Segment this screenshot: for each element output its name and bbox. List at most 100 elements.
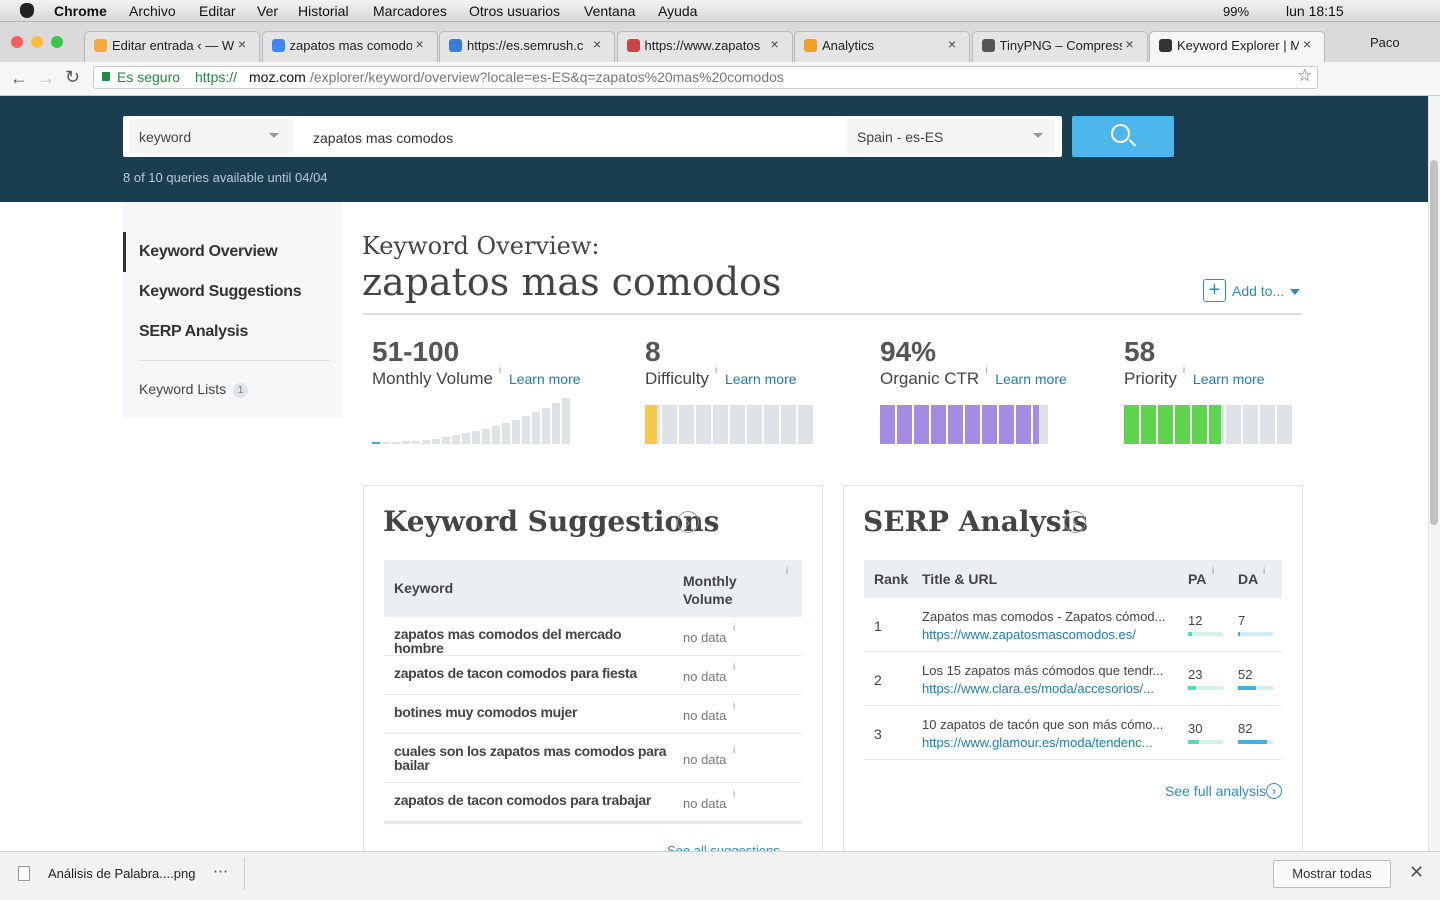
column-header: Keyword <box>394 580 454 596</box>
tab-title: Editar entrada ‹ — W <box>112 38 234 53</box>
suggestions-header-row <box>384 560 802 617</box>
info-circle[interactable]: › <box>1064 511 1086 533</box>
row-divider <box>384 782 802 783</box>
serp-title: Los 15 zapatos más cómodos que tendr... <box>922 663 1164 678</box>
serp-pa: 30 <box>1188 721 1203 736</box>
sparkline-bar <box>372 442 380 444</box>
sparkline-bar <box>552 402 560 444</box>
meter-segment <box>781 405 796 444</box>
suggestion-volume: no data <box>683 795 727 811</box>
menu-item[interactable]: Ventana <box>584 3 636 19</box>
column-header: Rank <box>874 571 909 587</box>
sidebar-active-marker <box>123 232 126 272</box>
suggestions-title: Keyword Suggestions <box>383 505 720 538</box>
serp-pa: 23 <box>1188 667 1203 682</box>
sparkline-bar <box>502 422 510 444</box>
query-input[interactable]: zapatos mas comodos <box>313 130 454 146</box>
info-circle[interactable]: › <box>677 511 699 533</box>
tab-close[interactable]: × <box>1303 36 1312 52</box>
sidebar-item[interactable]: SERP Analysis <box>139 323 249 340</box>
meter-segment <box>1243 405 1258 444</box>
close-download-bar[interactable]: ✕ <box>1409 862 1425 882</box>
suggestion-keyword[interactable]: zapatos de tacon comodos para trabajar <box>394 792 652 808</box>
type-select[interactable] <box>129 119 293 153</box>
menu-item[interactable]: Editar <box>199 3 236 19</box>
type-value: keyword <box>139 129 192 145</box>
serp-rank: 1 <box>874 618 882 634</box>
bookmark-star[interactable]: ☆ <box>1297 66 1313 85</box>
menu-item[interactable]: Ayuda <box>658 3 698 19</box>
suggestion-keyword[interactable]: cuales son los zapatos mas comodos para … <box>394 743 667 773</box>
menu-item[interactable]: Archivo <box>129 3 176 19</box>
sidebar-item[interactable]: Keyword Overview <box>139 243 278 260</box>
info-icon: i <box>714 365 718 376</box>
sidebar-item[interactable]: Keyword Suggestions <box>139 283 302 300</box>
window-min[interactable] <box>31 36 43 48</box>
window-max[interactable] <box>51 36 63 48</box>
url-scheme: https:// <box>195 69 238 85</box>
learn-more[interactable]: Learn more <box>724 371 797 387</box>
lists-count: 1 <box>233 383 248 398</box>
sparkline-bar <box>452 435 460 444</box>
apple-icon[interactable] <box>20 3 34 18</box>
serp-more[interactable]: See full analysis <box>1165 783 1267 799</box>
suggestion-keyword[interactable]: zapatos mas comodos del mercado hombre <box>394 626 622 656</box>
pa-track <box>1188 632 1223 636</box>
tab[interactable] <box>1149 31 1325 62</box>
address-bar[interactable] <box>93 66 1318 89</box>
tab[interactable] <box>794 31 970 62</box>
tab[interactable] <box>84 31 260 62</box>
column-header: Monthly Volume <box>683 573 737 607</box>
tab-close[interactable]: × <box>238 36 247 52</box>
show-all-button[interactable]: Mostrar todas <box>1273 860 1391 888</box>
tab[interactable] <box>616 31 793 62</box>
suggestion-keyword[interactable]: zapatos de tacon comodos para fiesta <box>394 665 637 681</box>
add-icon[interactable]: + <box>1203 279 1226 302</box>
quota-text: 8 of 10 queries available until 04/04 <box>123 170 328 185</box>
serp-url[interactable]: https://www.clara.es/moda/accesorios/... <box>922 681 1154 696</box>
window-close[interactable] <box>11 36 23 48</box>
reload-button[interactable]: ↻ <box>65 67 81 87</box>
meter-fill <box>1158 405 1173 444</box>
learn-more[interactable]: Learn more <box>995 371 1067 387</box>
sparkline-bar <box>392 441 400 444</box>
locale-select[interactable] <box>847 119 1055 153</box>
column-header: DA <box>1238 571 1259 587</box>
tab-close[interactable]: × <box>1125 36 1134 52</box>
meter-fill <box>880 405 895 444</box>
tab-close[interactable]: × <box>415 36 424 52</box>
serp-url[interactable]: https://www.zapatosmascomodos.es/ <box>922 627 1136 642</box>
scroll-thumb[interactable] <box>1430 160 1438 525</box>
menubar-app[interactable]: Chrome <box>54 3 107 19</box>
sidebar-lists[interactable]: Keyword Lists <box>139 381 227 397</box>
back-button[interactable]: ← <box>10 68 28 88</box>
menu-item[interactable]: Ver <box>257 3 279 19</box>
download-menu[interactable]: ⋯ <box>213 863 228 880</box>
serp-url[interactable]: https://www.glamour.es/moda/tendenc... <box>922 735 1153 750</box>
tab-close[interactable]: × <box>948 36 957 52</box>
metric-value: 94% <box>880 336 937 367</box>
tab[interactable] <box>439 31 615 62</box>
learn-more[interactable]: Learn more <box>508 371 581 387</box>
menu-item[interactable]: Otros usuarios <box>469 3 561 19</box>
tab[interactable] <box>261 31 438 62</box>
forward-button[interactable]: → <box>37 68 55 88</box>
row-divider <box>864 759 1282 760</box>
meter-fill <box>897 405 912 444</box>
meter-segment <box>764 405 779 444</box>
menu-item[interactable]: Marcadores <box>373 3 447 19</box>
tab-close[interactable]: × <box>770 36 779 52</box>
sparkline-bar <box>542 407 550 444</box>
suggestion-volume: no data <box>683 668 727 684</box>
info-icon: i <box>1182 365 1186 376</box>
menu-item[interactable]: Historial <box>298 3 349 19</box>
meter-fill <box>999 405 1014 444</box>
profile[interactable]: Paco <box>1370 35 1400 50</box>
tab-close[interactable]: × <box>593 36 602 52</box>
suggestion-keyword[interactable]: botines muy comodos mujer <box>394 704 578 720</box>
tab[interactable] <box>971 31 1148 62</box>
learn-more[interactable]: Learn more <box>1192 371 1265 387</box>
add-to-button[interactable]: Add to... <box>1232 283 1285 299</box>
download-file[interactable]: Análisis de Palabra....png <box>48 866 196 881</box>
